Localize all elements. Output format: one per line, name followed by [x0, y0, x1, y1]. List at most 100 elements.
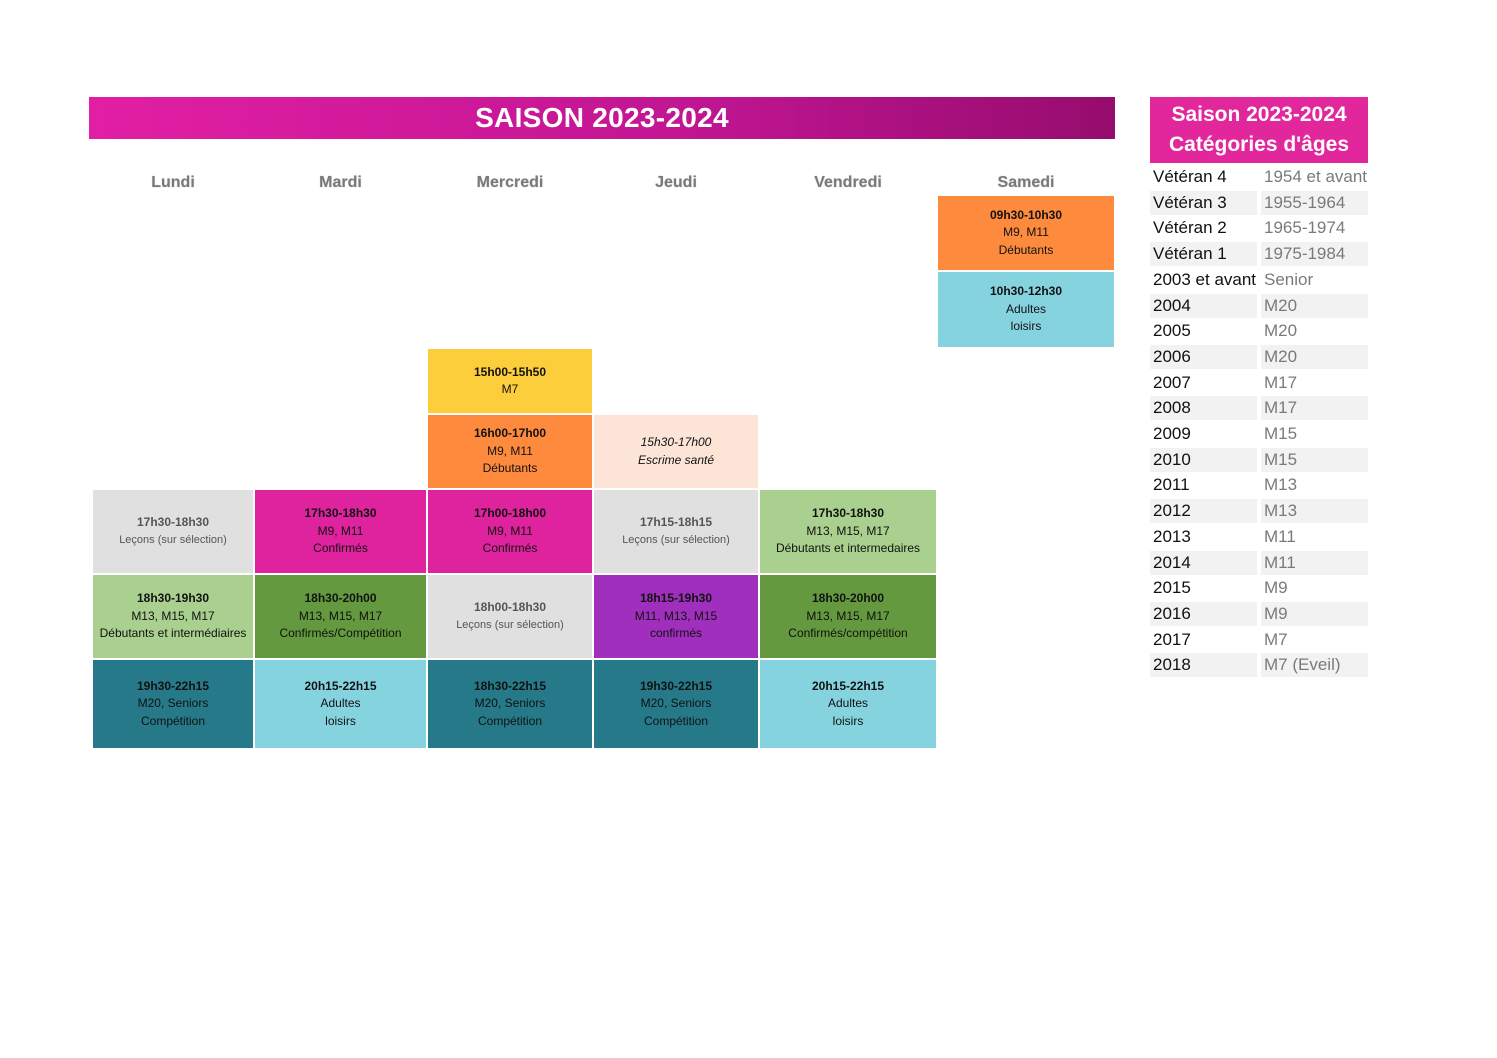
slot-mardi-1730: 17h30-18h30 M9, M11 Confirmés — [255, 490, 426, 573]
category-year: 2005 — [1153, 321, 1191, 341]
slot-jeudi-1715: 17h15-18h15 Leçons (sur sélection) — [594, 490, 758, 573]
slot-group: Leçons (sur sélection) — [456, 618, 564, 631]
slot-group: M11, M13, M15 — [634, 608, 718, 623]
slot-group: Leçons (sur sélection) — [622, 533, 730, 546]
slot-group: M13, M15, M17 — [806, 523, 890, 538]
slot-level: Compétition — [140, 713, 206, 728]
slot-level: Confirmés — [313, 541, 368, 556]
category-row: Vétéran 2 1965-1974 — [1150, 216, 1368, 240]
slot-time: 10h30-12h30 — [989, 284, 1063, 299]
slot-level: Compétition — [643, 713, 709, 728]
category-value: 1975-1984 — [1261, 242, 1368, 267]
slot-level: confirmés — [649, 626, 702, 641]
category-value: M20 — [1261, 293, 1368, 318]
slot-level: Compétition — [477, 713, 543, 728]
slot-lundi-1830: 18h30-19h30 M13, M15, M17 Débutants et i… — [93, 575, 253, 658]
category-row: 2004 M20 — [1150, 293, 1368, 318]
category-year: 2011 — [1153, 475, 1190, 495]
category-row: 2003 et avant Senior — [1150, 268, 1368, 292]
category-value: M15 — [1261, 447, 1368, 472]
category-value: M9 — [1261, 601, 1368, 626]
slot-group: M20, Seniors — [137, 696, 209, 711]
category-row: 2016 M9 — [1150, 601, 1368, 626]
slot-level: Débutants et intermedaires — [775, 541, 921, 556]
category-year: 2018 — [1150, 653, 1257, 678]
category-year: 2016 — [1150, 601, 1257, 626]
slot-group: Adultes — [1005, 301, 1047, 316]
day-samedi: Samedi — [997, 174, 1055, 191]
slot-time: 18h30-19h30 — [136, 591, 210, 606]
slot-samedi-0930: 09h30-10h30 M9, M11 Débutants — [938, 196, 1114, 270]
slot-jeudi-1815: 18h15-19h30 M11, M13, M15 confirmés — [594, 575, 758, 658]
slot-lundi-1730: 17h30-18h30 Leçons (sur sélection) — [93, 490, 253, 573]
category-row: 2005 M20 — [1150, 319, 1368, 343]
category-value: M7 (Eveil) — [1261, 653, 1368, 678]
slot-time: 18h00-18h30 — [473, 600, 547, 614]
slot-jeudi-1930: 19h30-22h15 M20, Seniors Compétition — [594, 660, 758, 748]
category-value: 1955-1964 — [1261, 190, 1368, 215]
slot-time: 17h15-18h15 — [639, 515, 713, 529]
category-row: Vétéran 1 1975-1984 — [1150, 242, 1368, 267]
slot-group: M13, M15, M17 — [131, 608, 215, 623]
slot-level: loisirs — [325, 713, 356, 728]
category-row: 2015 M9 — [1150, 576, 1368, 600]
slot-level: loisirs — [1010, 319, 1042, 334]
category-row: Vétéran 4 1954 et avant — [1150, 165, 1368, 189]
slot-time: 20h15-22h15 — [811, 678, 885, 693]
category-year: 2017 — [1153, 629, 1191, 649]
categories-header-line2: Catégories d'âges — [1168, 133, 1350, 156]
category-year: 2007 — [1153, 372, 1191, 392]
day-mercredi: Mercredi — [476, 174, 544, 191]
slot-time: 17h30-18h30 — [136, 515, 210, 529]
slot-time: 19h30-22h15 — [136, 678, 210, 693]
day-mardi: Mardi — [319, 174, 362, 191]
season-banner: SAISON 2023-2024 — [89, 97, 1115, 139]
slot-level: Confirmés/Compétition — [279, 626, 402, 641]
categories-header-line1: Saison 2023-2024 — [1171, 103, 1347, 126]
category-row: 2014 M11 — [1150, 550, 1368, 575]
slot-time: 17h30-18h30 — [811, 506, 885, 521]
slot-level: Confirmés — [482, 541, 538, 556]
day-lundi: Lundi — [151, 174, 195, 191]
slot-group: M13, M15, M17 — [298, 608, 383, 623]
page-title: SAISON 2023-2024 — [475, 102, 729, 133]
slot-group: M7 — [501, 382, 519, 396]
category-row: 2006 M20 — [1150, 344, 1368, 369]
category-value: M20 — [1261, 344, 1368, 369]
category-year: 2012 — [1150, 499, 1257, 524]
slot-mercredi-1500: 15h00-15h50 M7 — [428, 349, 592, 413]
slot-time: 18h30-22h15 — [473, 678, 547, 693]
category-year: 2006 — [1150, 344, 1257, 369]
category-year: 2013 — [1153, 526, 1191, 546]
slot-group: Escrime santé — [637, 452, 715, 467]
category-value: M13 — [1264, 475, 1298, 495]
slot-level: Confirmés/compétition — [788, 626, 908, 641]
category-value: M11 — [1261, 550, 1368, 575]
categories-header: Saison 2023-2024 Catégories d'âges — [1150, 97, 1368, 163]
slot-group: M9, M11 — [487, 443, 533, 458]
slot-mercredi-1600: 16h00-17h00 M9, M11 Débutants — [428, 415, 592, 488]
slot-time: 19h30-22h15 — [639, 678, 713, 693]
category-row: 2018 M7 (Eveil) — [1150, 653, 1368, 678]
slot-time: 15h00-15h50 — [473, 364, 547, 379]
slot-time: 16h00-17h00 — [473, 426, 547, 441]
slot-vendredi-1830: 18h30-20h00 M13, M15, M17 Confirmés/comp… — [760, 575, 936, 658]
category-value: M9 — [1264, 578, 1288, 598]
slot-group: M20, Seniors — [640, 696, 712, 711]
category-row: 2010 M15 — [1150, 447, 1368, 472]
slot-vendredi-2015: 20h15-22h15 Adultes loisirs — [760, 660, 936, 748]
category-row: Vétéran 3 1955-1964 — [1150, 190, 1368, 215]
category-row: 2011 M13 — [1150, 473, 1368, 497]
category-year: 2010 — [1150, 447, 1257, 472]
category-row: 2007 M17 — [1150, 371, 1368, 395]
category-value: Senior — [1264, 269, 1314, 289]
slot-level: loisirs — [832, 713, 864, 728]
slot-level: Débutants — [998, 242, 1054, 257]
slot-mercredi-1830: 18h30-22h15 M20, Seniors Compétition — [428, 660, 592, 748]
category-row: 2009 M15 — [1150, 422, 1368, 446]
slot-mercredi-1700: 17h00-18h00 M9, M11 Confirmés — [428, 490, 592, 573]
slot-mercredi-1800: 18h00-18h30 Leçons (sur sélection) — [428, 575, 592, 658]
slot-level: Débutants et intermédiaires — [99, 626, 247, 641]
category-year: 2014 — [1150, 550, 1257, 575]
slot-vendredi-1730: 17h30-18h30 M13, M15, M17 Débutants et i… — [760, 490, 936, 573]
